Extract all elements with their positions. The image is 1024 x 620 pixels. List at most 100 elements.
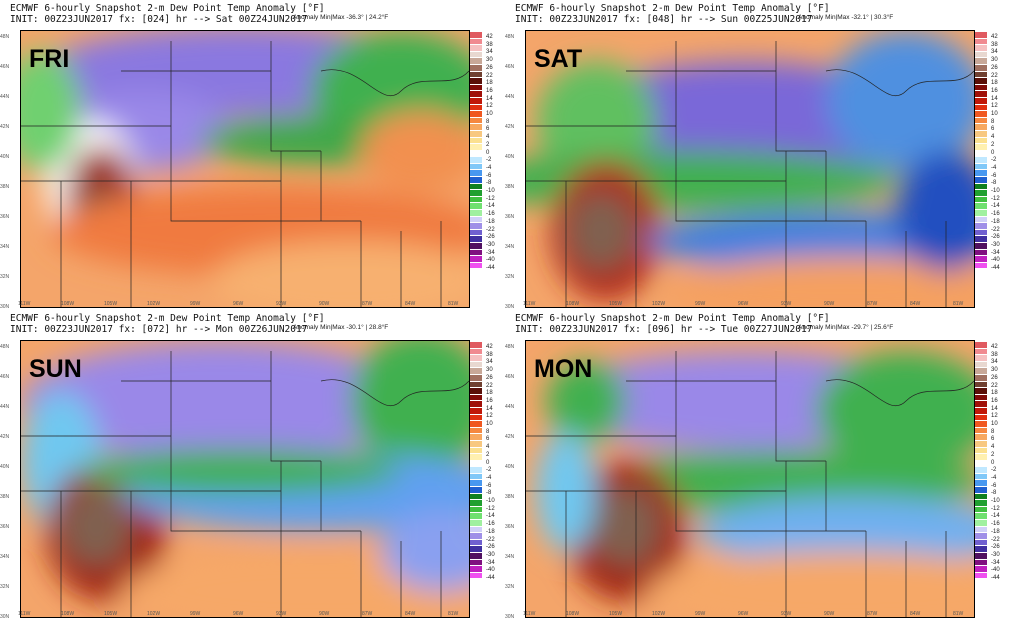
colorbar-label: -14 [991,203,1000,210]
anomaly-region [896,151,974,271]
colorbar-label: -16 [991,521,1000,528]
lon-label: 93W [781,301,792,307]
lon-label: 96W [233,301,244,307]
colorbar-label: 8 [991,428,995,435]
anomaly-field [526,341,974,617]
colorbar-label: -26 [991,234,1000,241]
colorbar-label: -10 [991,188,1000,194]
colorbar-label: -2 [486,157,492,164]
colorbar-label: -14 [486,513,495,520]
colorbar-swatch [470,216,482,224]
day-label: SUN [29,355,82,383]
colorbar-label: -18 [991,528,1000,535]
colorbar-swatch [975,539,987,547]
lat-label: 36N [505,524,515,530]
lon-label: 108W [566,301,580,307]
lat-label: 38N [505,184,515,190]
colorbar-label: 4 [991,444,995,451]
anomaly-region [646,551,974,617]
colorbar-swatch [470,407,482,415]
anomaly-region [121,551,469,617]
colorbar-swatch [470,533,482,540]
colorbar-label: 26 [486,64,493,71]
colorbar-swatch [470,71,482,79]
colorbar-label: -44 [486,575,495,581]
lon-label: 90W [824,611,835,617]
colorbar-label: -8 [486,180,492,187]
colorbar-label: 10 [486,421,493,427]
colorbar-swatch [975,144,987,151]
colorbar-swatch [470,388,482,395]
colorbar-swatch [470,434,482,441]
colorbar-swatch [470,243,482,250]
lat-label: 40N [0,154,10,160]
colorbar-label: -10 [486,188,495,194]
colorbar-swatch [975,348,987,356]
colorbar-swatch [975,381,987,389]
colorbar-label: 12 [991,413,998,420]
lat-label: 32N [0,584,10,590]
colorbar-swatch [975,97,987,105]
colorbar-swatch [975,533,987,540]
colorbar-swatch [470,440,482,448]
state-borders [526,351,974,617]
lon-label: 111W [523,611,536,617]
colorbar-label: -22 [991,226,1000,233]
colorbar-swatch [975,130,987,138]
colorbar-swatch [470,374,482,382]
colorbar-label: -18 [991,218,1000,225]
colorbar-swatch [975,361,987,369]
colorbar-swatch [975,394,987,402]
colorbar [975,32,987,270]
colorbar-label: -30 [486,241,495,248]
day-label: FRI [29,45,70,73]
state-borders [526,41,974,307]
panel-header: ECMWF 6-hourly Snapshot 2-m Dew Point Te… [515,3,830,25]
colorbar-swatch [470,45,482,52]
colorbar-label: -2 [991,467,997,474]
colorbar-label: 42 [486,344,493,350]
colorbar-swatch [975,137,987,145]
colorbar-swatch [975,163,987,171]
colorbar-label: -6 [486,172,492,179]
colorbar-label: 30 [991,57,998,64]
lon-label: 84W [910,301,921,307]
lat-label: 30N [505,614,515,620]
colorbar-swatch [470,473,482,481]
colorbar-swatch [470,454,482,461]
colorbar-swatch [975,506,987,514]
colorbar-swatch [470,467,482,474]
colorbar-swatch [470,117,482,125]
colorbar-swatch [470,487,482,494]
colorbar-label: -34 [486,559,495,566]
colorbar-label: -16 [486,521,495,528]
colorbar-swatch [975,150,987,158]
panel-init: INIT: 00Z23JUN2017 fx: [096] hr --> Tue … [515,324,813,335]
lat-label: 44N [0,404,10,410]
lon-label: 87W [362,301,373,307]
anomaly-region [21,341,421,461]
colorbar-swatch [470,427,482,435]
colorbar-label: 14 [991,405,998,412]
colorbar-swatch [975,78,987,85]
colorbar-swatch [975,210,987,217]
colorbar-swatch [470,196,482,204]
colorbar-swatch [470,566,482,573]
anomaly-field [21,341,469,617]
lon-label: 108W [566,611,580,617]
lon-label: 102W [652,611,666,617]
colorbar-label: 26 [991,374,998,381]
lat-label: 48N [505,34,515,40]
colorbar-swatch [470,401,482,408]
colorbar-swatch [975,58,987,65]
colorbar-label: -4 [486,164,492,171]
colorbar-label: 22 [486,382,493,389]
colorbar-label: -14 [486,203,495,210]
colorbar-swatch [975,401,987,408]
lat-label: 46N [505,374,515,380]
colorbar-swatch [975,223,987,230]
colorbar-swatch [470,144,482,151]
colorbar-label: 42 [991,344,998,350]
colorbar-swatch [470,38,482,46]
lon-label: 96W [738,611,749,617]
